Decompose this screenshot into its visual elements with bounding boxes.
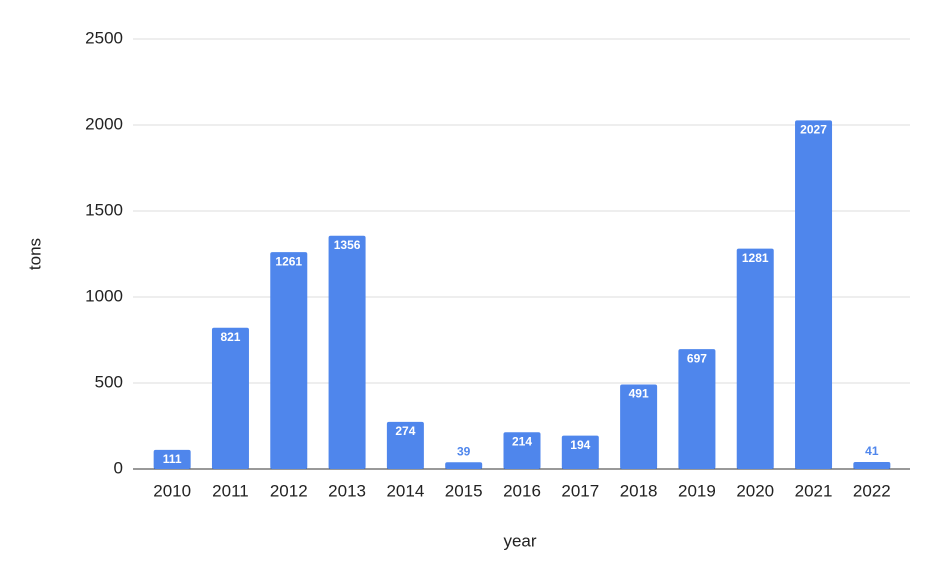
y-tick-label: 2000 — [85, 114, 123, 133]
x-tick-label: 2020 — [736, 481, 774, 500]
data-label: 821 — [220, 330, 240, 344]
bar — [328, 235, 366, 469]
x-tick-label: 2015 — [445, 481, 483, 500]
bar — [853, 461, 891, 469]
y-tick-label: 1500 — [85, 200, 123, 219]
bar — [795, 120, 833, 469]
data-label: 39 — [457, 444, 471, 458]
bar — [620, 384, 658, 469]
x-tick-label: 2012 — [270, 481, 308, 500]
x-tick-label: 2016 — [503, 481, 541, 500]
x-tick-label: 2014 — [386, 481, 424, 500]
bar — [678, 349, 716, 469]
y-axis-label: tons — [25, 238, 44, 270]
x-tick-label: 2011 — [212, 481, 249, 500]
bar — [561, 435, 599, 469]
x-tick-label: 2019 — [678, 481, 716, 500]
data-label: 214 — [512, 434, 532, 448]
y-tick-label: 0 — [114, 458, 123, 477]
y-tick-label: 2500 — [85, 28, 123, 47]
x-tick-label: 2013 — [328, 481, 366, 500]
bar — [211, 327, 249, 469]
y-tick-label: 1000 — [85, 286, 123, 305]
x-axis-label: year — [503, 531, 536, 550]
x-tick-label: 2018 — [620, 481, 658, 500]
bar — [736, 248, 774, 469]
bar — [386, 421, 424, 469]
bar — [445, 462, 483, 469]
data-label: 1281 — [742, 251, 769, 265]
x-tick-label: 2017 — [561, 481, 599, 500]
data-label: 1356 — [334, 238, 361, 252]
y-tick-label: 500 — [95, 372, 123, 391]
bar — [503, 432, 541, 469]
data-label: 41 — [865, 444, 879, 458]
x-tick-label: 2021 — [795, 481, 833, 500]
data-label: 194 — [570, 438, 590, 452]
bar — [270, 252, 308, 469]
data-label: 697 — [687, 351, 707, 365]
x-tick-label: 2022 — [853, 481, 891, 500]
data-label: 491 — [629, 387, 649, 401]
data-label: 2027 — [800, 123, 827, 137]
data-label: 274 — [395, 424, 415, 438]
data-label: 111 — [163, 452, 182, 466]
bar — [153, 449, 191, 469]
x-tick-label: 2010 — [153, 481, 191, 500]
data-label: 1261 — [275, 254, 302, 268]
